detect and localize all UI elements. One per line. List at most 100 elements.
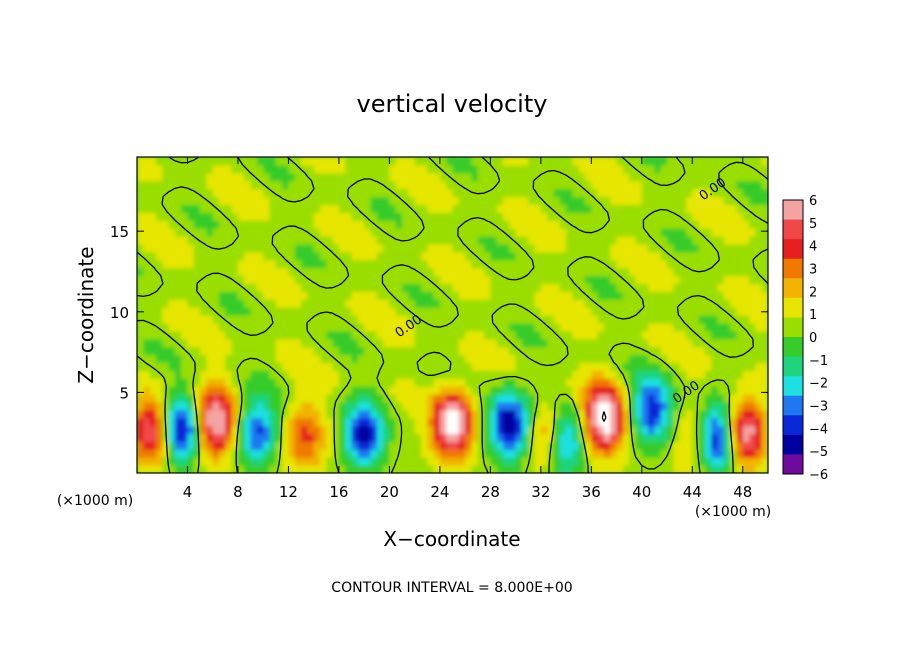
field-cell (534, 409, 542, 419)
field-cell (521, 409, 529, 419)
field-cell (162, 465, 170, 473)
field-cell (742, 433, 750, 442)
field-cell (704, 188, 712, 198)
field-cell (490, 299, 498, 308)
field-cell (622, 417, 630, 427)
field-cell (244, 441, 252, 450)
field-cell (566, 188, 573, 198)
field-cell (357, 212, 365, 221)
field-cell (174, 322, 182, 332)
field-cell (585, 315, 592, 324)
field-cell (711, 330, 719, 340)
field-cell (364, 370, 372, 379)
field-cell (174, 449, 182, 458)
field-cell (528, 267, 536, 277)
field-cell (338, 465, 346, 473)
field-cell (414, 299, 422, 308)
field-cell (667, 291, 674, 300)
field-cell (484, 299, 491, 308)
field-cell (717, 330, 725, 340)
field-cell (749, 220, 756, 229)
field-cell (654, 433, 662, 442)
field-cell (742, 338, 750, 348)
field-cell (288, 196, 296, 205)
field-cell (326, 267, 334, 277)
field-cell (749, 354, 756, 363)
field-cell (679, 386, 687, 395)
field-cell (395, 196, 403, 205)
field-cell (263, 236, 271, 245)
field-cell (490, 370, 498, 379)
field-cell (578, 307, 586, 316)
field-cell (490, 275, 498, 284)
field-cell (749, 362, 756, 371)
field-cell (395, 433, 403, 442)
field-cell (181, 417, 189, 427)
field-cell (237, 338, 245, 348)
field-cell (162, 330, 170, 340)
field-cell (730, 299, 738, 308)
field-cell (585, 441, 592, 450)
field-cell (591, 338, 599, 348)
field-cell (521, 283, 529, 292)
field-cell (357, 394, 365, 403)
field-cell (345, 204, 353, 213)
field-cell (458, 243, 466, 253)
field-cell (641, 386, 649, 395)
field-cell (685, 425, 693, 435)
field-cell (736, 188, 744, 198)
field-cell (181, 370, 189, 379)
field-cell (692, 417, 700, 427)
field-cell (484, 330, 491, 340)
field-cell (723, 228, 731, 237)
field-cell (465, 172, 473, 182)
field-cell (269, 449, 277, 458)
field-cell (484, 172, 491, 182)
field-cell (414, 338, 422, 348)
field-cell (256, 370, 264, 379)
field-cell (263, 425, 271, 435)
field-cell (692, 220, 700, 229)
field-cell (275, 354, 283, 363)
field-cell (187, 228, 195, 237)
field-cell (540, 354, 548, 363)
field-cell (585, 220, 592, 229)
field-cell (319, 180, 327, 190)
field-cell (446, 433, 454, 442)
field-cell (250, 220, 258, 229)
field-cell (414, 259, 422, 269)
field-cell (231, 417, 239, 427)
field-cell (711, 417, 719, 427)
field-cell (193, 259, 201, 269)
field-cell (597, 433, 605, 442)
field-cell (521, 465, 529, 473)
field-cell (162, 315, 170, 324)
field-cell (578, 346, 586, 356)
field-cell (319, 164, 327, 174)
field-cell (307, 267, 315, 277)
field-cell (364, 164, 372, 174)
field-cell (572, 196, 580, 205)
field-cell (465, 338, 473, 348)
field-cell (294, 394, 302, 403)
field-cell (364, 188, 372, 198)
field-cell (521, 228, 529, 237)
field-cell (458, 236, 466, 245)
field-cell (231, 291, 239, 300)
field-cell (496, 236, 504, 245)
field-cell (206, 401, 214, 411)
field-cell (648, 433, 656, 442)
field-cell (433, 394, 441, 403)
field-cell (591, 291, 599, 300)
field-cell (641, 465, 649, 473)
field-cell (439, 362, 447, 371)
field-cell (275, 204, 283, 213)
field-cell (288, 164, 296, 174)
field-cell (465, 362, 473, 371)
field-cell (547, 307, 555, 316)
field-cell (439, 243, 447, 253)
field-cell (521, 188, 529, 198)
field-cell (357, 307, 365, 316)
field-cell (420, 338, 428, 348)
field-cell (515, 299, 523, 308)
